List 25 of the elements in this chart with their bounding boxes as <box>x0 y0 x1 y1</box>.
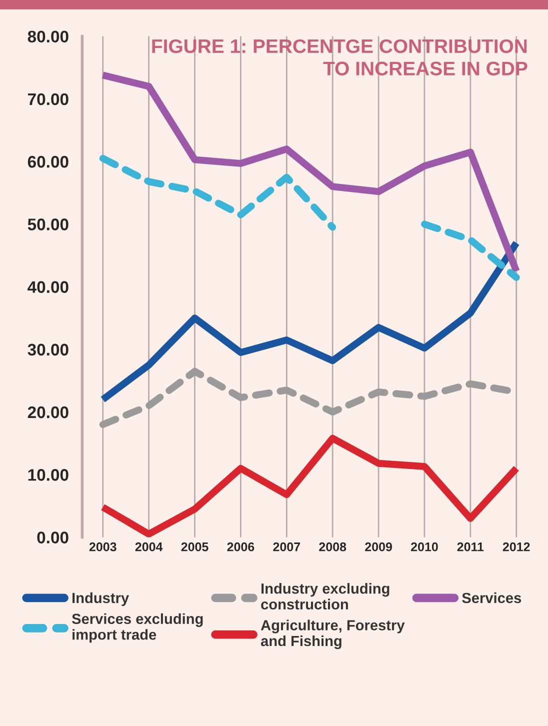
legend-label: Agriculture, Forestry and Fishing <box>260 620 405 650</box>
y-tick-label: 50.00 <box>28 218 68 230</box>
y-tick-label: 60.00 <box>28 156 68 168</box>
y-tick-label: 0.00 <box>37 532 68 544</box>
x-tick-label: 2012 <box>502 542 530 552</box>
y-tick-label: 10.00 <box>28 469 68 481</box>
y-tick-label: 30.00 <box>28 344 68 356</box>
y-tick-label: 40.00 <box>28 281 68 293</box>
text: FIGURE 1: PERCENTGE CONTRIBUTION TO INCREASE IN GDP <box>152 39 528 76</box>
y-tick-label: 80.00 <box>28 30 68 43</box>
legend-label: Industry <box>72 592 129 606</box>
legend-label: Services <box>462 592 522 604</box>
x-tick-label: 2007 <box>273 542 300 552</box>
y-tick-label: 20.00 <box>28 406 68 418</box>
x-tick-label: 2006 <box>227 542 254 552</box>
legend-label: Services excluding import trade <box>72 613 203 643</box>
x-tick-label: 2003 <box>89 542 116 552</box>
x-tick-label: 2010 <box>411 542 438 552</box>
x-tick-label: 2009 <box>365 542 392 552</box>
x-tick-label: 2005 <box>181 542 208 552</box>
x-tick-label: 2008 <box>319 542 346 552</box>
x-tick-label: 2004 <box>135 542 163 552</box>
x-tick-label: 2011 <box>457 542 484 552</box>
legend-label: Industry excluding construction <box>261 583 390 610</box>
y-tick-label: 70.00 <box>28 93 68 106</box>
